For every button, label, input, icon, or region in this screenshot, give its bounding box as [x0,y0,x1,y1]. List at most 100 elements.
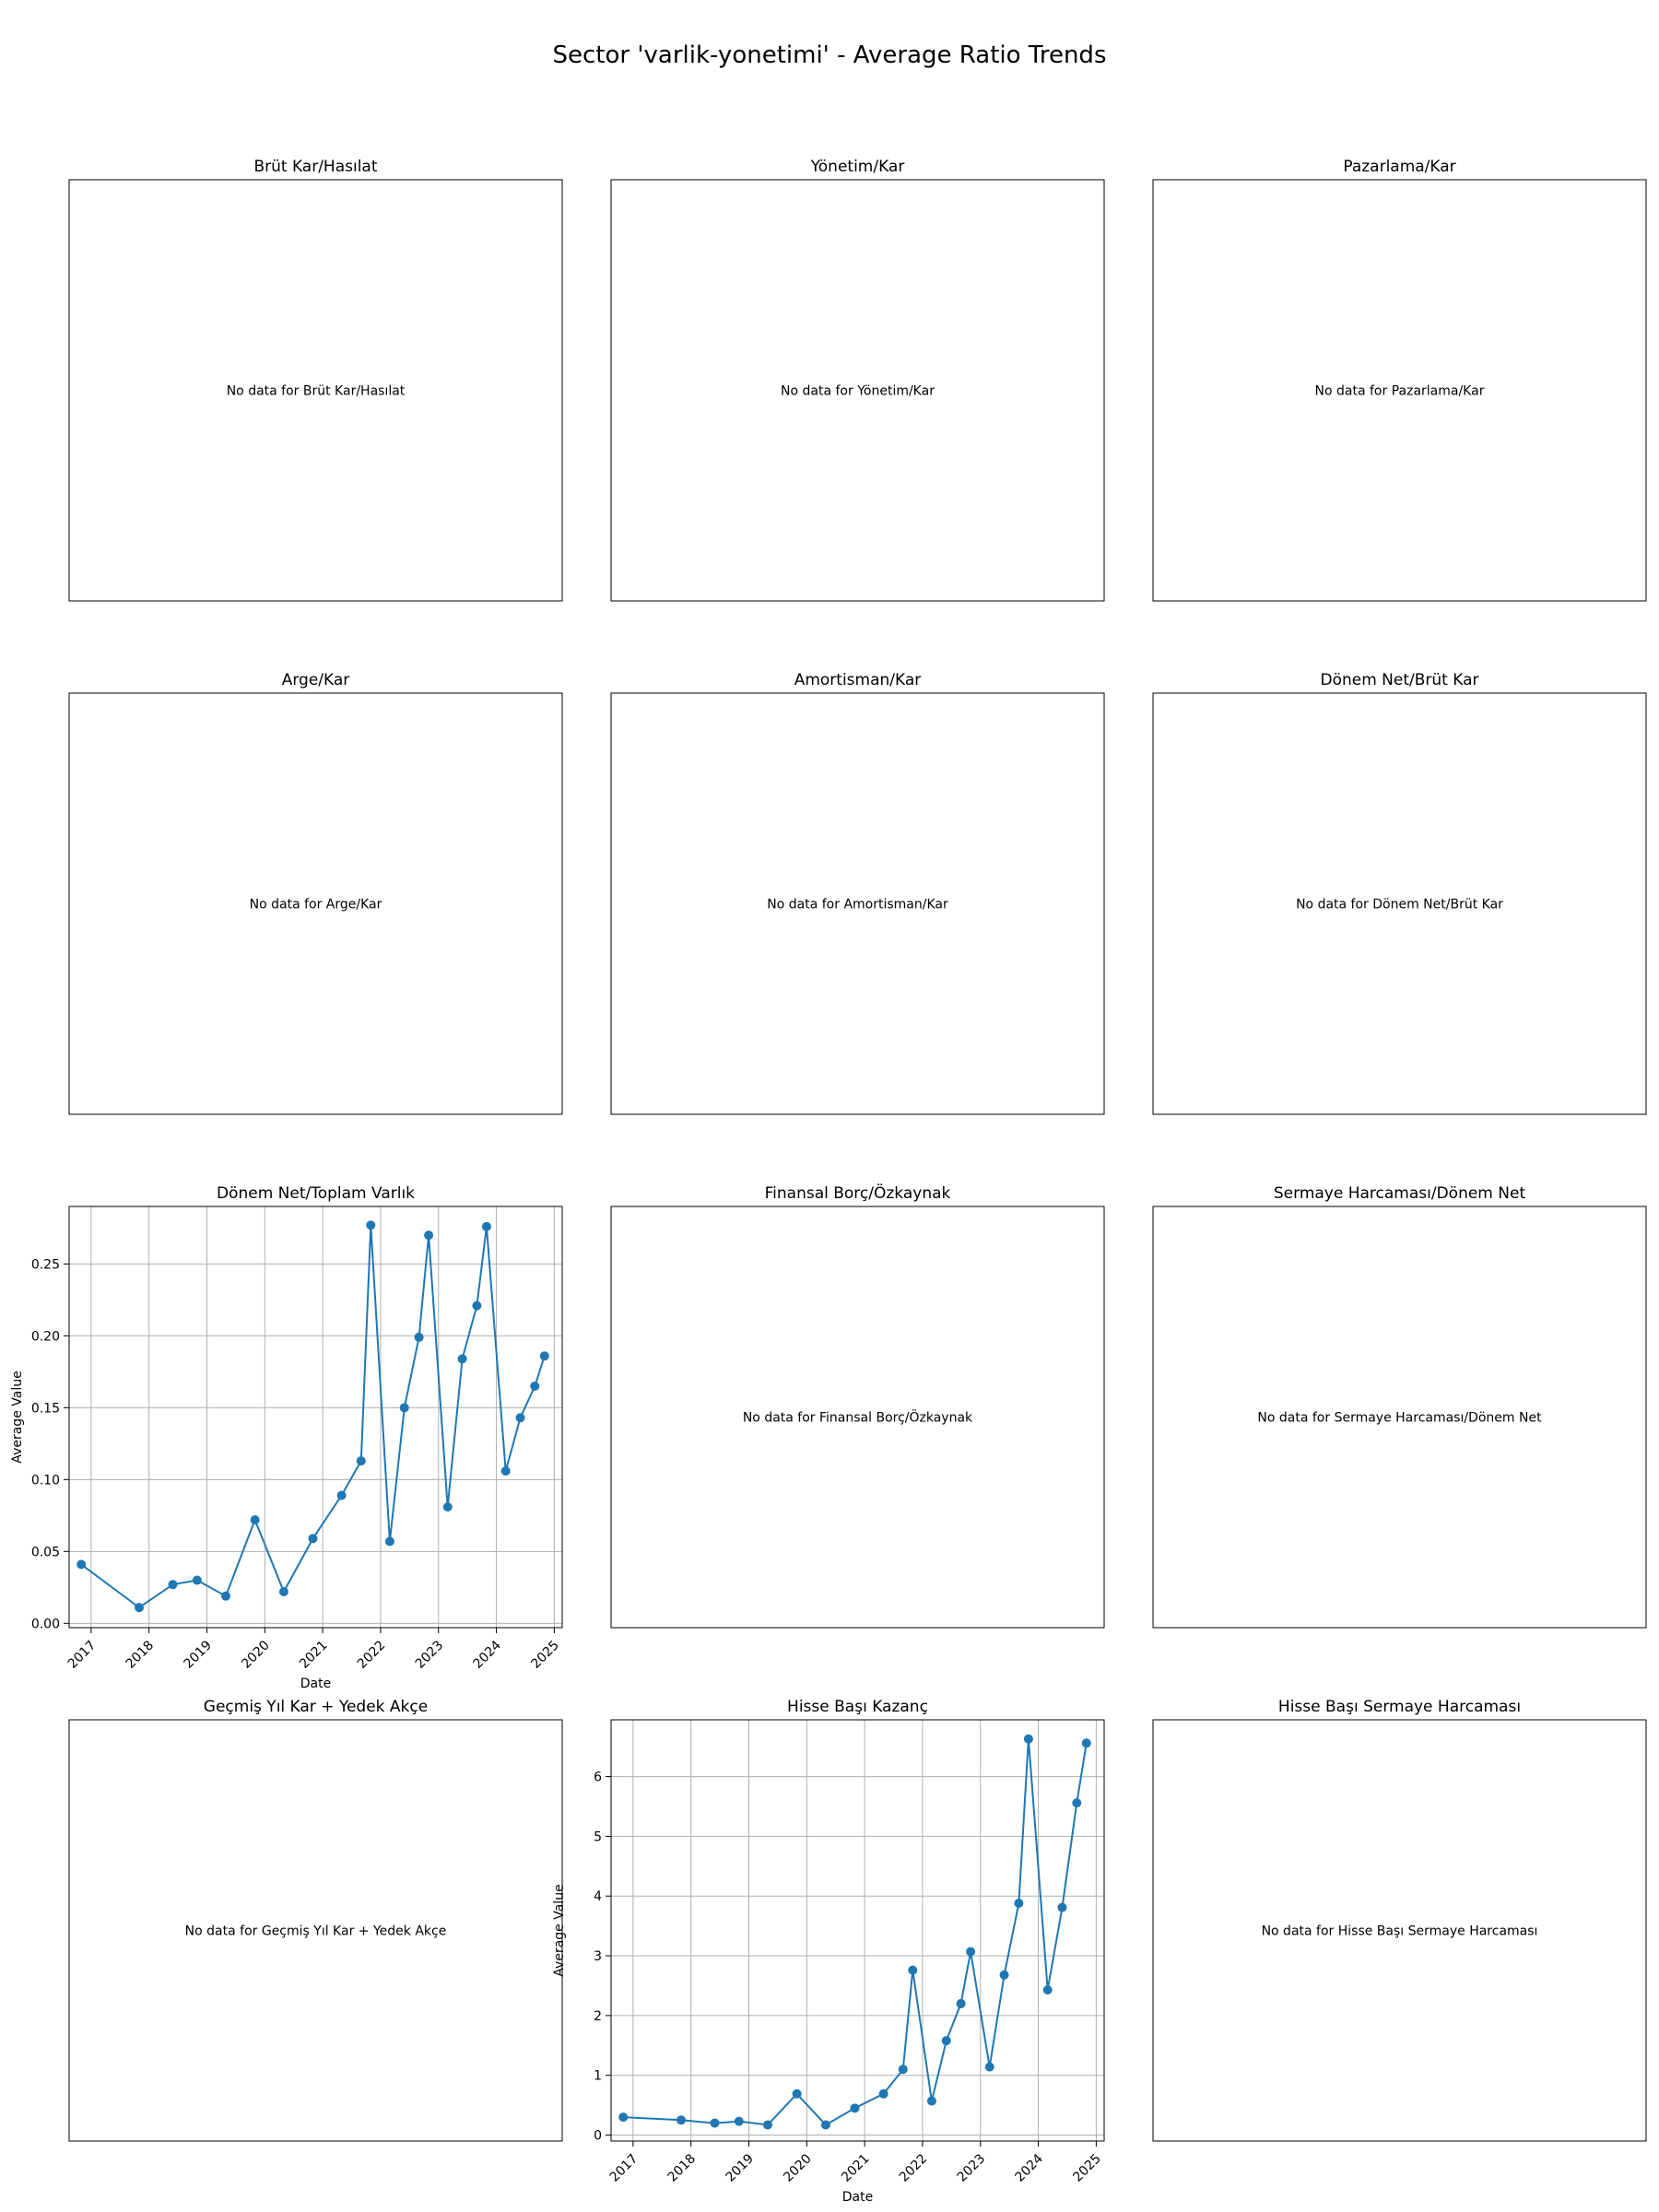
x-tick-label: 2019 [723,2151,757,2185]
panel-title: Pazarlama/Kar [1343,158,1455,176]
data-point [677,2115,687,2125]
data-point [76,1559,87,1570]
no-data-message: No data for Brüt Kar/Hasılat [227,384,406,399]
data-point [168,1580,178,1590]
data-point [850,2103,860,2113]
axes-frame [610,179,1105,602]
y-tick-label: 5 [594,1830,602,1844]
no-data-message: No data for Pazarlama/Kar [1315,384,1485,399]
data-point [898,2065,908,2075]
axes-frame [610,1206,1105,1629]
data-point [414,1332,424,1342]
data-point [1023,1734,1033,1744]
data-point [762,2120,772,2130]
x-axis-label: Date [842,2190,873,2205]
data-point [399,1403,409,1413]
data-point [457,1354,467,1364]
data-point [442,1501,453,1512]
data-point [926,2096,936,2106]
panel-title: Dönem Net/Toplam Varlık [217,1184,415,1203]
x-tick-label: 2018 [124,1638,158,1672]
x-tick-label: 2022 [897,2151,931,2185]
axes-frame [68,1206,563,1629]
axes-frame [68,692,563,1115]
axes-frame [610,692,1105,1115]
x-tick-label: 2017 [65,1638,100,1672]
x-tick-label: 2020 [781,2151,815,2185]
x-tick-label: 2017 [607,2151,641,2185]
data-point [1081,1738,1091,1748]
data-point [539,1351,549,1361]
data-point [966,1947,976,1957]
data-point [278,1587,288,1597]
data-point [500,1465,511,1476]
y-tick-label: 3 [594,1949,602,1964]
panel-title: Geçmiş Yıl Kar + Yedek Akçe [204,1698,428,1716]
panel-hisse-basi-sermaye-harcamasi: Hisse Başı Sermaye Harcaması No data for … [1152,1698,1647,2142]
data-point [1072,1798,1082,1808]
x-axis-label: Date [300,1677,331,1691]
axes-frame [610,1719,1105,2142]
subplot-grid: Brüt Kar/Hasılat No data for Brüt Kar/Has… [10,158,1647,2205]
y-tick-label: 0.20 [31,1329,60,1344]
data-point [250,1515,260,1525]
series-line [623,1738,1088,2126]
panel-title: Amortisman/Kar [794,671,922,689]
data-point [1057,1902,1067,1912]
x-tick-label: 2022 [355,1638,389,1672]
axes-frame [1152,692,1647,1115]
data-point [734,2116,744,2126]
panel-finansal-borc-ozkaynak: Finansal Borç/Özkaynak No data for Finans… [610,1182,1105,1629]
data-point [481,1221,491,1231]
no-data-message: No data for Finansal Borç/Özkaynak [743,1409,973,1426]
no-data-message: No data for Dönem Net/Brüt Kar [1296,898,1503,912]
panel-pazarlama-kar: Pazarlama/Kar No data for Pazarlama/Kar [1152,158,1647,602]
panel-donem-net-brut-kar: Dönem Net/Brüt Kar No data for Dönem Net/… [1152,671,1647,1115]
panel-sermaye-harcamasi-donem-net: Sermaye Harcaması/Dönem Net No data for S… [1152,1184,1647,1629]
data-point [792,2088,802,2099]
data-point [424,1230,434,1241]
x-tick-label: 2024 [471,1638,505,1672]
y-tick-label: 1 [594,2069,602,2084]
x-tick-label: 2021 [297,1638,331,1672]
data-point [135,1603,145,1613]
panel-title: Dönem Net/Brüt Kar [1320,671,1478,689]
panel-title: Hisse Başı Sermaye Harcaması [1278,1698,1521,1716]
data-point [515,1413,525,1423]
data-point [941,2036,951,2046]
x-tick-label: 2025 [1070,2151,1104,2185]
data-point [984,2062,994,2072]
panel-title: Yönetim/Kar [810,158,905,176]
no-data-message: No data for Sermaye Harcaması/Dönem Net [1257,1411,1542,1426]
data-point [999,1970,1009,1980]
axes-frame [1152,179,1647,602]
no-data-message: No data for Hisse Başı Sermaye Harcaması [1262,1924,1538,1939]
no-data-message: No data for Arge/Kar [250,898,382,912]
data-point [308,1534,318,1544]
data-point [384,1536,394,1547]
panel-title: Brüt Kar/Hasılat [253,158,377,176]
data-point [956,1998,966,2008]
axes-frame [1152,1206,1647,1629]
y-tick-label: 0 [594,2129,602,2144]
axes-frame [68,179,563,602]
data-point [878,2088,888,2099]
data-point [356,1456,366,1466]
data-point [220,1591,230,1601]
data-point [472,1300,482,1311]
panel-gecmis-yil-kar-yedek-akce: Geçmiş Yıl Kar + Yedek Akçe No data for G… [68,1698,563,2142]
y-tick-label: 0.00 [31,1617,60,1631]
y-axis-label: Average Value [552,1884,567,1976]
x-tick-label: 2020 [239,1638,273,1672]
axes-frame [1152,1719,1647,2142]
x-tick-label: 2024 [1013,2151,1047,2185]
data-point [618,2112,629,2123]
data-point [366,1220,376,1230]
series-line [80,1225,546,1609]
x-tick-label: 2023 [955,2151,989,2185]
data-point [336,1490,347,1500]
data-point [820,2120,830,2130]
axes-frame [68,1719,563,2142]
